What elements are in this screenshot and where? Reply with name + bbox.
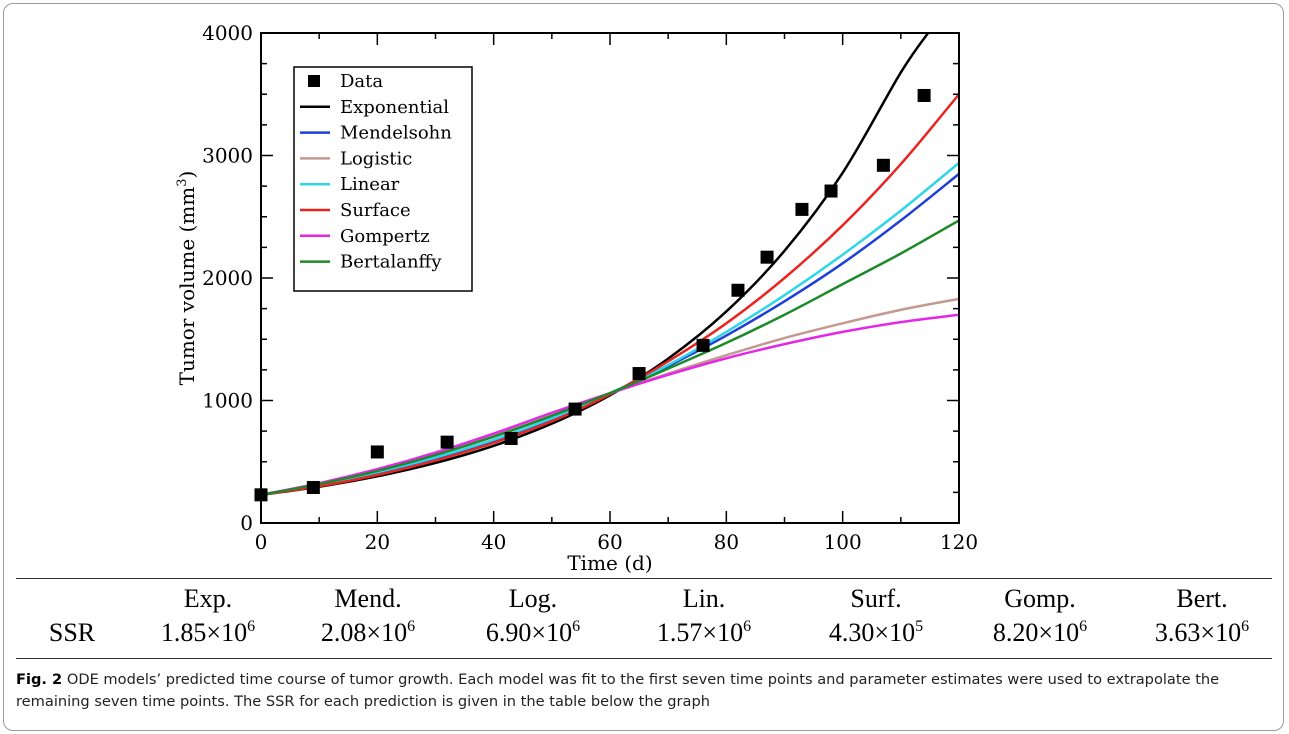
data-point <box>696 338 710 352</box>
y-tick-label: 0 <box>240 511 253 535</box>
legend-label-exponential: Exponential <box>340 97 449 118</box>
y-tick-label: 1000 <box>202 389 253 413</box>
legend-label-bertalanffy: Bertalanffy <box>340 252 442 273</box>
data-point <box>504 431 518 445</box>
data-point <box>440 435 454 449</box>
figure-label: Fig. 2 <box>16 671 63 688</box>
series-line-bertalanffy <box>261 219 959 497</box>
legend-box <box>293 66 473 292</box>
x-axis-label: Time (d) <box>567 551 652 575</box>
data-point <box>824 184 838 198</box>
x-tick-label: 120 <box>940 530 978 554</box>
ssr-value-bert: 3.63×106 <box>1154 618 1250 647</box>
legend-label-mendelsohn: Mendelsohn <box>340 123 452 144</box>
data-point <box>876 158 890 172</box>
ssr-value-log: 6.90×106 <box>485 618 581 647</box>
y-tick-label: 3000 <box>202 144 253 168</box>
y-tick-label: 2000 <box>202 266 253 290</box>
data-point <box>306 480 320 494</box>
data-point <box>795 202 809 216</box>
table-ssr-row: SSR 1.85×106 2.08×106 6.90×106 1.57×106 … <box>16 618 1272 658</box>
legend-label-linear: Linear <box>340 174 400 195</box>
header-log: Log. <box>508 584 558 613</box>
ssr-value-lin: 1.57×106 <box>656 618 752 647</box>
legend-marker-data <box>308 75 320 87</box>
x-tick-label: 80 <box>714 530 739 554</box>
legend-label-surface: Surface <box>340 200 411 221</box>
ssr-value-exp: 1.85×106 <box>160 618 256 647</box>
table-top-rule <box>16 578 1272 579</box>
header-bert: Bert. <box>1176 584 1228 613</box>
caption-text: ODE models’ predicted time course of tum… <box>16 671 1220 710</box>
series-line-logistic <box>261 297 959 497</box>
y-axis-label: Tumor volume (mm3) <box>175 171 199 386</box>
ssr-row-label: SSR <box>48 618 96 647</box>
header-surf: Surf. <box>850 584 902 613</box>
ssr-value-gomp: 8.20×106 <box>992 618 1088 647</box>
data-point <box>632 367 646 381</box>
x-tick-label: 20 <box>365 530 390 554</box>
header-gomp: Gomp. <box>1004 584 1076 613</box>
table-bottom-rule <box>16 658 1272 659</box>
tumor-growth-chart: 0 20 40 60 80 100 120 0 1000 2000 3000 4000 Data Exp… <box>175 21 978 575</box>
figure-caption: Fig. 2 ODE models’ predicted time course… <box>16 669 1266 713</box>
ssr-value-surf: 4.30×105 <box>828 618 924 647</box>
data-point <box>731 283 745 297</box>
table-header-row: Exp. Mend. Log. Lin. Surf. Gomp. Bert. <box>16 584 1272 624</box>
header-exp: Exp. <box>183 584 233 613</box>
x-tick-label: 100 <box>824 530 862 554</box>
figure-frame <box>3 3 1284 731</box>
y-tick-label: 4000 <box>202 21 253 45</box>
x-tick-label: 40 <box>481 530 506 554</box>
data-point <box>370 445 384 459</box>
x-tick-label: 0 <box>255 530 268 554</box>
data-point <box>760 250 774 264</box>
header-mend: Mend. <box>334 584 402 613</box>
data-point <box>568 402 582 416</box>
legend-label-logistic: Logistic <box>340 148 412 169</box>
legend-label-gompertz: Gompertz <box>340 226 430 247</box>
legend-label-data: Data <box>340 71 383 92</box>
data-point <box>917 88 931 102</box>
header-lin: Lin. <box>682 584 726 613</box>
ssr-value-mend: 2.08×106 <box>320 618 416 647</box>
x-tick-label: 60 <box>597 530 622 554</box>
series-line-gompertz <box>261 313 959 497</box>
